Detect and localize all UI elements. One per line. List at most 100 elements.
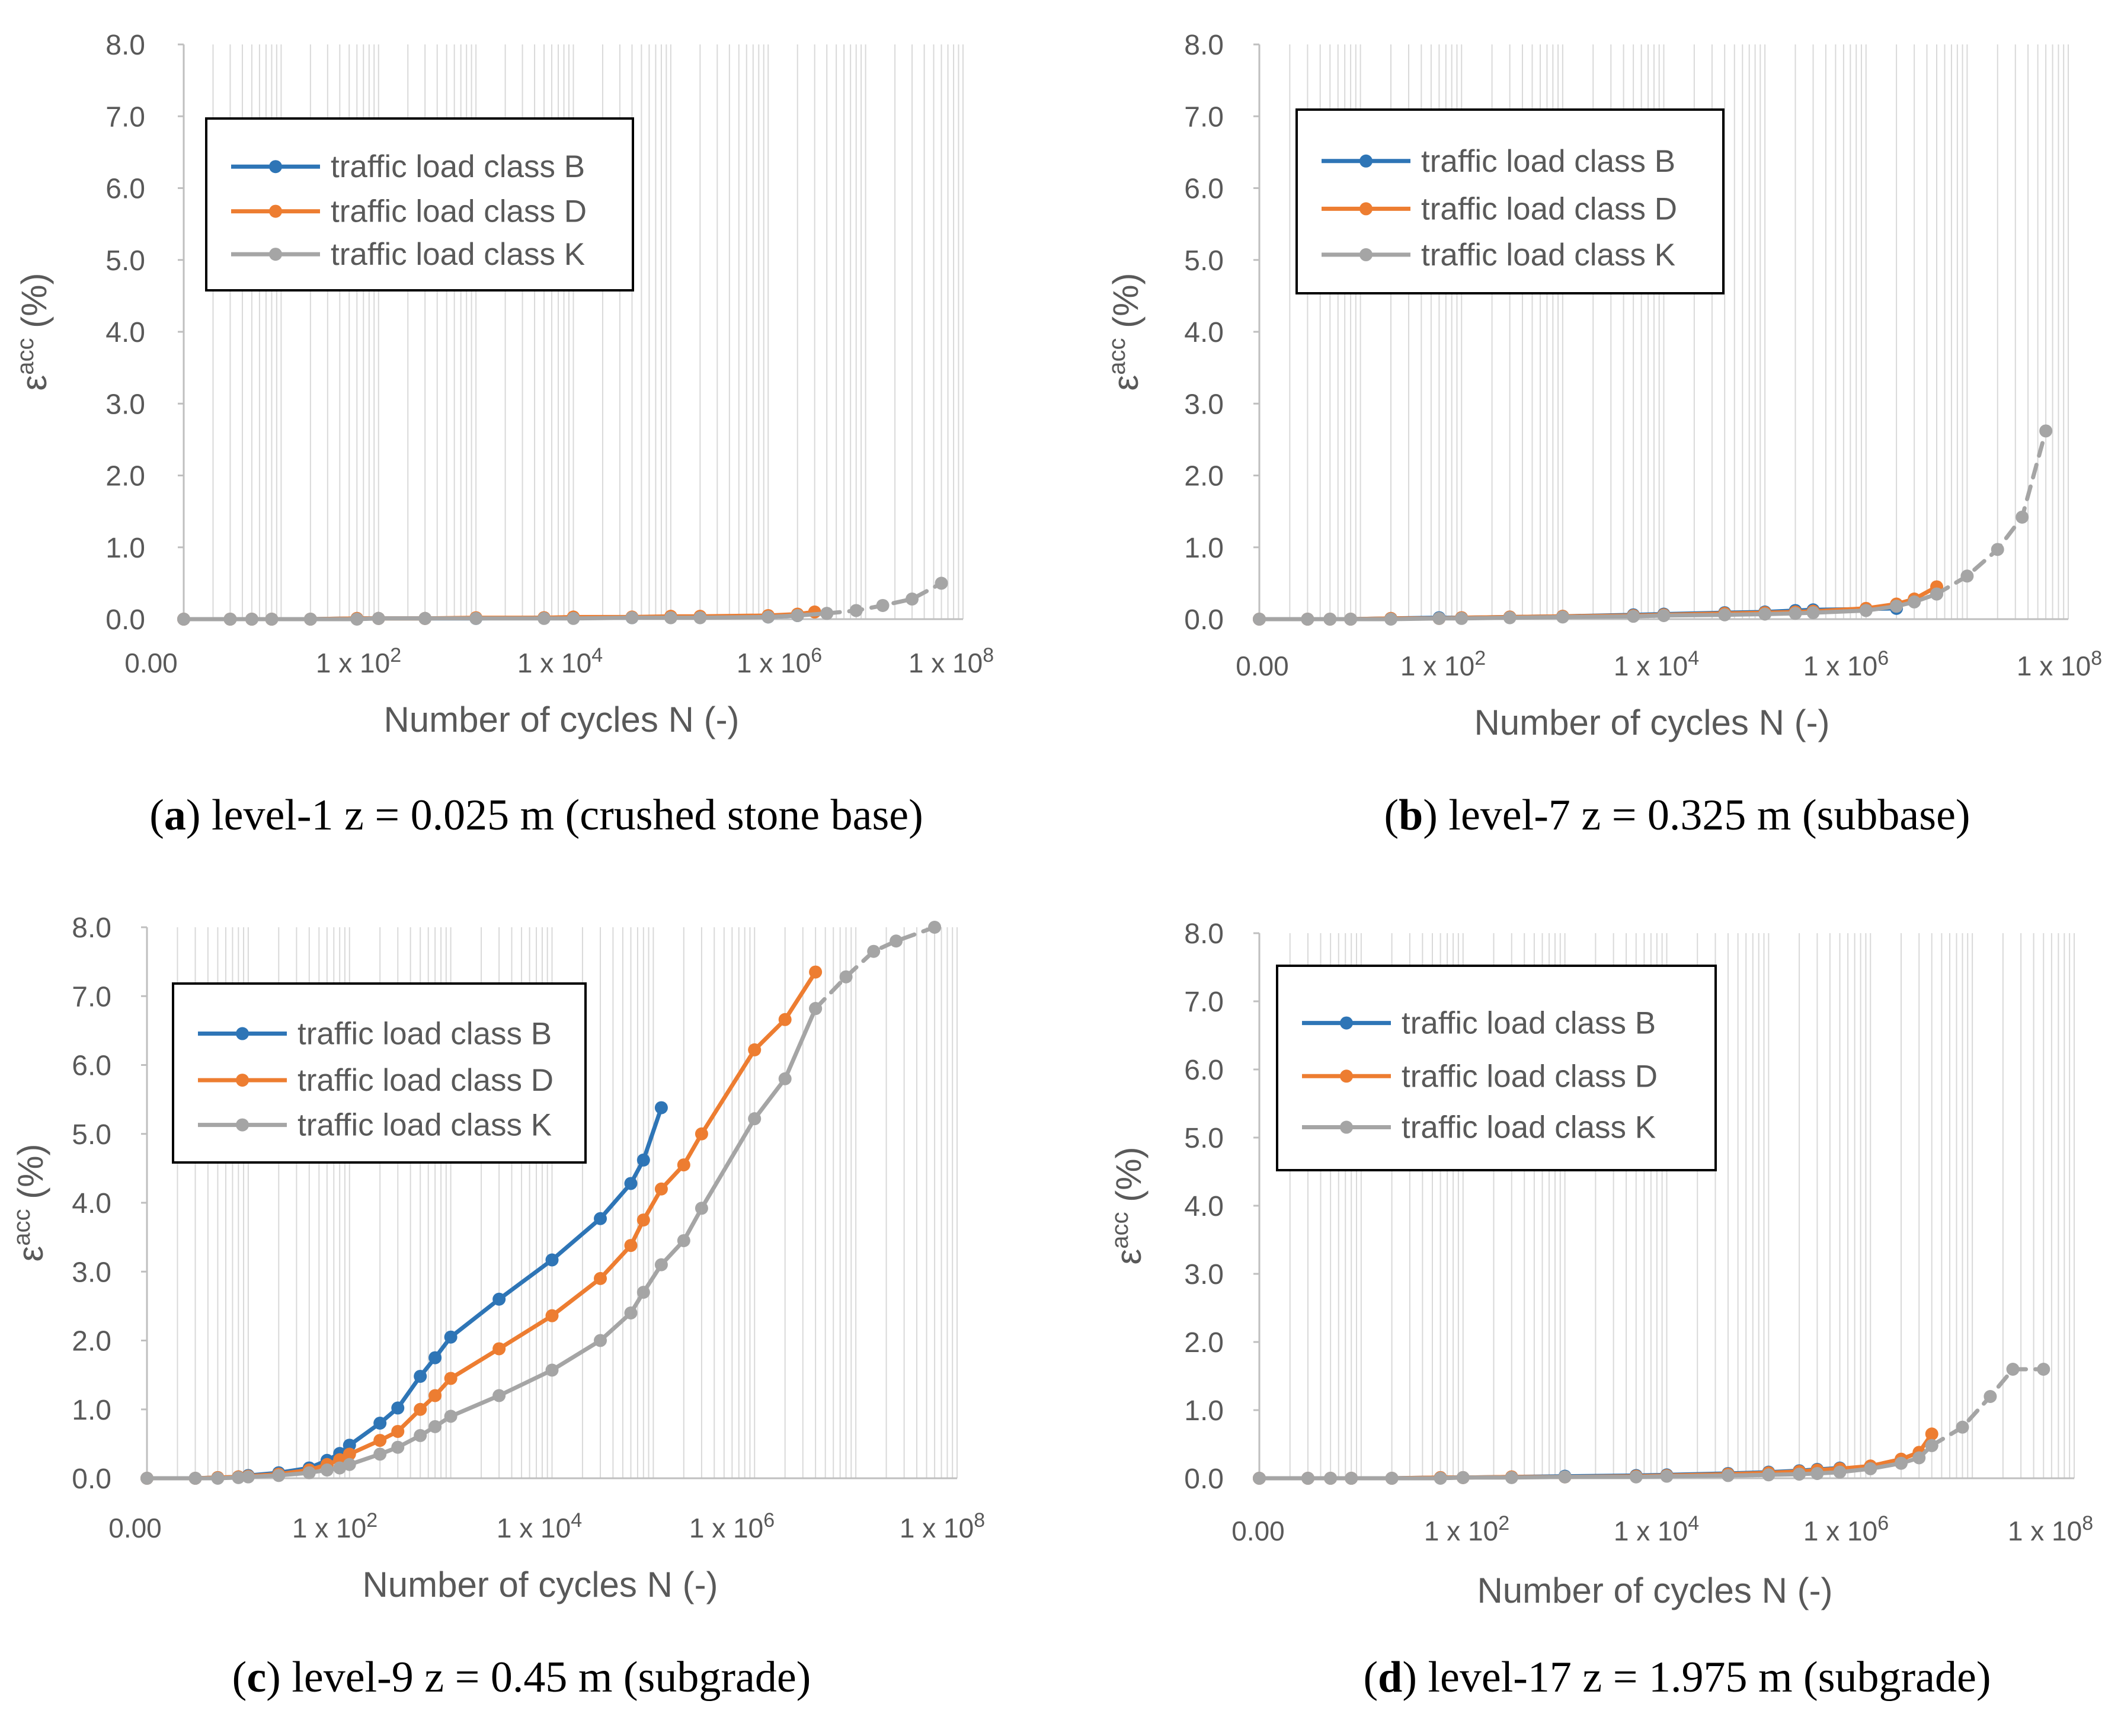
legend-swatch-marker bbox=[236, 1074, 249, 1087]
data-point bbox=[428, 1389, 442, 1402]
x-tick-label: 0.00 bbox=[1231, 1516, 1285, 1546]
y-tick-label: 5.0 bbox=[105, 245, 145, 277]
data-point bbox=[538, 611, 551, 625]
y-tick-label: 7.0 bbox=[105, 101, 145, 133]
x-tick-label: 1 x 104 bbox=[517, 644, 603, 678]
legend-box bbox=[205, 117, 634, 292]
legend-swatch-marker bbox=[1340, 1120, 1353, 1134]
y-tick-label: 4.0 bbox=[1184, 317, 1224, 348]
data-point bbox=[223, 613, 237, 626]
data-point bbox=[695, 1127, 708, 1141]
data-point bbox=[391, 1440, 405, 1454]
legend-box bbox=[172, 982, 587, 1164]
data-point bbox=[1721, 1469, 1735, 1482]
data-point bbox=[1984, 1390, 1997, 1403]
x-tick-label: 0.00 bbox=[1236, 651, 1289, 681]
data-point bbox=[1345, 1472, 1358, 1485]
panel-caption: (d) level-17 z = 1.975 m (subgrade) bbox=[1364, 1653, 1991, 1702]
y-tick-label: 2.0 bbox=[72, 1326, 111, 1357]
x-tick-label: 1 x 104 bbox=[497, 1509, 582, 1543]
y-tick-label: 6.0 bbox=[72, 1050, 111, 1082]
y-tick-label: 1.0 bbox=[105, 533, 145, 564]
data-point bbox=[594, 1271, 607, 1285]
data-point bbox=[778, 1013, 792, 1026]
data-point bbox=[1925, 1439, 1938, 1452]
legend-label: traffic load class K bbox=[1421, 238, 1675, 273]
data-point bbox=[1912, 1451, 1926, 1465]
data-point bbox=[492, 1342, 506, 1356]
data-point bbox=[444, 1372, 458, 1385]
data-point bbox=[428, 1351, 442, 1365]
data-point bbox=[654, 1101, 668, 1114]
data-point bbox=[1556, 610, 1569, 624]
y-tick-label: 8.0 bbox=[72, 912, 111, 944]
data-point bbox=[373, 1447, 387, 1461]
data-point bbox=[343, 1447, 356, 1461]
data-point bbox=[1660, 1469, 1674, 1483]
data-point bbox=[654, 1182, 668, 1196]
data-point bbox=[1718, 608, 1732, 622]
x-tick-label: 1 x 102 bbox=[316, 644, 401, 678]
data-point bbox=[654, 1258, 668, 1271]
data-point bbox=[1789, 607, 1802, 620]
data-point bbox=[414, 1402, 427, 1416]
y-tick-label: 8.0 bbox=[105, 30, 145, 61]
chart-panel-b: 0.0 1.0 2.0 3.0 4.0 5.0 6.0 7.0 8.0 0.00 1 x 102 1 … bbox=[1104, 30, 2102, 840]
data-point bbox=[241, 1470, 255, 1484]
data-point bbox=[2006, 1363, 2020, 1376]
data-point bbox=[1925, 1427, 1938, 1441]
data-point bbox=[1455, 611, 1469, 625]
legend-swatch-marker bbox=[1340, 1069, 1353, 1083]
x-tick-label: 1 x 106 bbox=[737, 644, 822, 678]
data-point bbox=[1385, 1472, 1399, 1485]
data-point bbox=[876, 598, 890, 612]
chart-panel-a: 0.0 1.0 2.0 3.0 4.0 5.0 6.0 7.0 8.0 0.00 1 x 102 1 … bbox=[12, 30, 994, 840]
y-tick-label: 7.0 bbox=[72, 981, 111, 1013]
x-axis-title: Number of cycles N (-) bbox=[383, 700, 739, 739]
data-point bbox=[444, 1410, 458, 1423]
legend-box bbox=[1276, 965, 1717, 1171]
data-point bbox=[849, 604, 863, 617]
y-tick-label: 3.0 bbox=[1184, 389, 1224, 420]
y-tick-label: 6.0 bbox=[1184, 174, 1224, 205]
x-axis-title: Number of cycles N (-) bbox=[362, 1565, 718, 1604]
legend-label: traffic load class D bbox=[1421, 191, 1677, 226]
data-point bbox=[140, 1472, 153, 1485]
y-tick-label: 2.0 bbox=[105, 461, 145, 492]
x-axis-title: Number of cycles N (-) bbox=[1477, 1571, 1832, 1610]
y-tick-label: 7.0 bbox=[1184, 986, 1224, 1018]
data-point bbox=[636, 1213, 650, 1227]
y-tick-label: 0.0 bbox=[1184, 1463, 1224, 1495]
y-tick-label: 0.0 bbox=[105, 604, 145, 636]
data-point bbox=[492, 1389, 506, 1402]
data-point bbox=[545, 1253, 559, 1267]
x-tick-label: 1 x 102 bbox=[1424, 1512, 1509, 1546]
legend-swatch-marker bbox=[269, 248, 282, 261]
legend-label: traffic load class D bbox=[297, 1063, 554, 1098]
legend: traffic load class B traffic load class D… bbox=[1295, 108, 1725, 294]
panel-caption: (a) level-1 z = 0.025 m (crushed stone b… bbox=[149, 791, 923, 840]
panel-caption: (c) level-9 z = 0.45 m (subgrade) bbox=[232, 1653, 811, 1702]
y-tick-label: 4.0 bbox=[105, 317, 145, 348]
x-tick-label: 1 x 104 bbox=[1614, 647, 1699, 681]
data-point bbox=[762, 610, 775, 624]
data-point bbox=[791, 608, 804, 622]
data-point bbox=[414, 1428, 427, 1442]
x-tick-label: 0.00 bbox=[108, 1513, 162, 1543]
data-point bbox=[444, 1330, 458, 1344]
data-point bbox=[373, 1434, 387, 1447]
data-point bbox=[1627, 610, 1640, 623]
legend-swatch-marker bbox=[236, 1118, 249, 1132]
x-tick-label: 1 x 106 bbox=[689, 1509, 775, 1543]
data-point bbox=[1324, 1472, 1338, 1485]
legend-label: traffic load class K bbox=[297, 1108, 552, 1143]
data-point bbox=[867, 944, 881, 958]
data-point bbox=[492, 1292, 506, 1306]
chart-panel-d: 0.0 1.0 2.0 3.0 4.0 5.0 6.0 7.0 8.0 0.00 1 x 102 1 … bbox=[1107, 918, 2093, 1702]
y-tick-label: 1.0 bbox=[1184, 533, 1224, 564]
y-tick-label: 7.0 bbox=[1184, 101, 1224, 133]
y-tick-label: 0.0 bbox=[72, 1463, 111, 1495]
data-point bbox=[778, 1072, 792, 1085]
data-point bbox=[820, 607, 834, 620]
